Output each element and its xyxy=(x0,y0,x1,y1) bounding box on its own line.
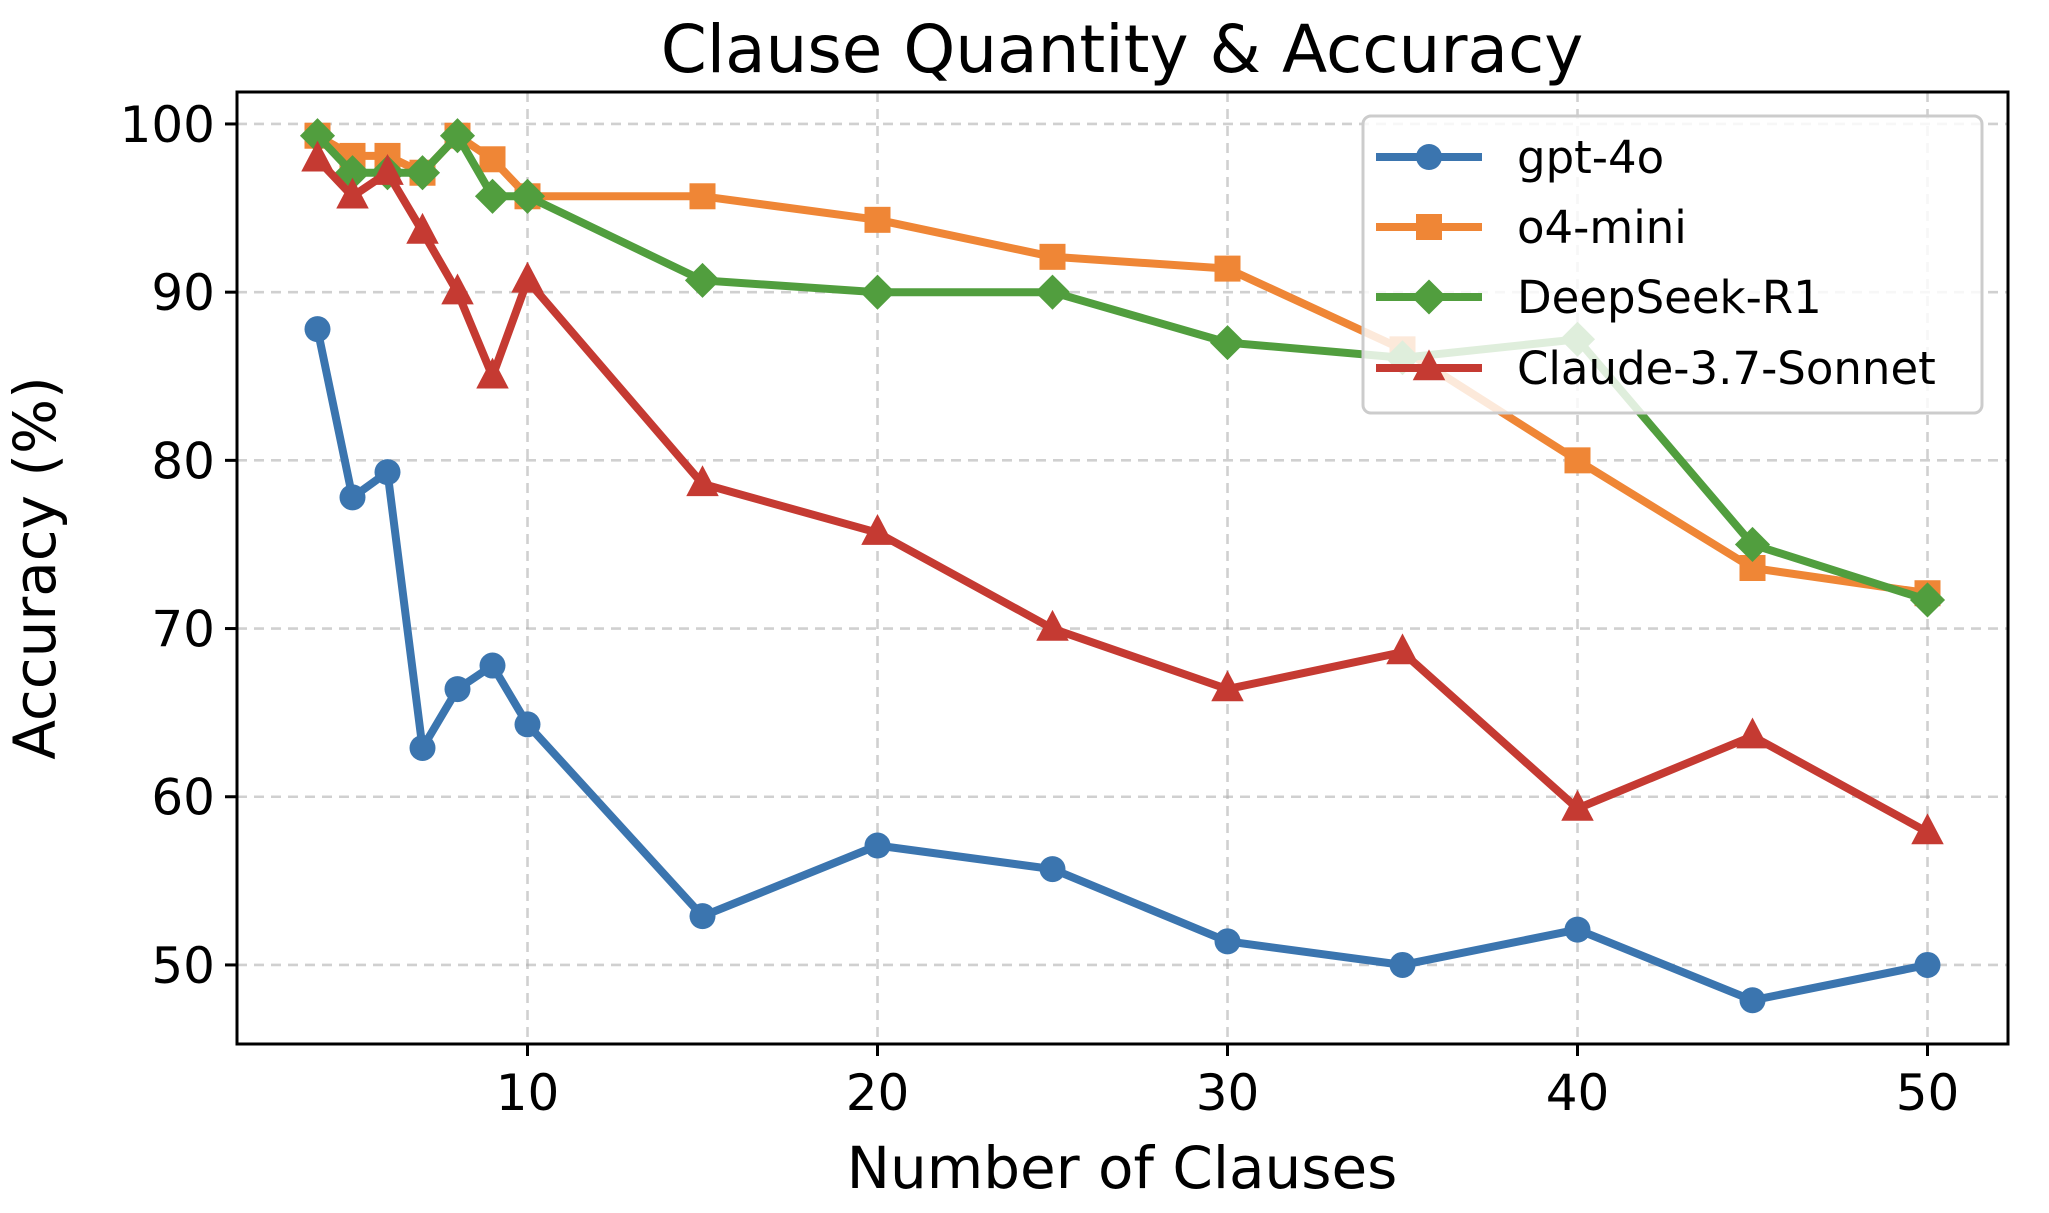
x-tick-label: 40 xyxy=(1546,1064,1610,1122)
y-tick-label: 50 xyxy=(151,937,215,995)
square-marker xyxy=(1039,243,1066,270)
diamond-marker xyxy=(1034,274,1071,310)
circle-marker xyxy=(1914,951,1941,978)
triangle-up-marker xyxy=(511,261,544,293)
series-claude-3-7-sonnet xyxy=(301,140,1944,845)
triangle-up-marker xyxy=(441,273,474,305)
x-tick-label: 10 xyxy=(496,1064,560,1122)
circle-marker xyxy=(479,652,506,679)
square-marker xyxy=(864,206,891,233)
y-tick-label: 60 xyxy=(151,769,215,827)
square-marker xyxy=(1214,255,1241,282)
circle-marker xyxy=(304,316,331,343)
triangle-up-legend-icon xyxy=(1412,349,1446,381)
legend-label: o4-mini xyxy=(1517,201,1687,254)
circle-marker xyxy=(864,832,891,859)
circle-marker xyxy=(689,903,716,930)
y-axis-label: Accuracy (%) xyxy=(1,376,69,760)
diamond-marker xyxy=(1909,582,1946,618)
diamond-marker xyxy=(404,155,441,191)
triangle-up-marker xyxy=(1386,633,1419,665)
triangle-up-marker xyxy=(1036,609,1069,641)
triangle-up-marker xyxy=(1211,670,1244,702)
diamond-marker xyxy=(474,178,511,214)
circle-marker xyxy=(1214,928,1241,955)
y-tick-label: 80 xyxy=(151,432,215,490)
diamond-marker xyxy=(299,118,336,154)
circle-marker xyxy=(444,676,471,703)
legend-label: DeepSeek-R1 xyxy=(1517,271,1822,324)
diamond-marker xyxy=(859,274,896,310)
triangle-up-marker xyxy=(371,154,404,185)
triangle-up-marker xyxy=(1561,789,1594,821)
triangle-up-marker xyxy=(686,465,719,497)
triangle-up-marker xyxy=(406,212,439,244)
gridlines xyxy=(237,92,2008,1044)
legend: gpt-4o o4-mini DeepSeek-R1 Claude-3.7-Sonne… xyxy=(1361,114,1984,415)
legend-box xyxy=(1361,114,1984,415)
x-tick-label: 20 xyxy=(846,1064,910,1122)
legend-item: Claude-3.7-Sonnet xyxy=(1376,342,1936,395)
diamond-marker xyxy=(439,118,476,154)
triangle-up-marker xyxy=(1736,717,1769,749)
circle-marker xyxy=(1739,987,1766,1014)
legend-item: o4-mini xyxy=(1376,201,1687,254)
circle-marker xyxy=(374,459,401,486)
triangle-up-marker xyxy=(301,140,334,172)
circle-marker xyxy=(1389,951,1416,978)
diamond-legend-icon xyxy=(1411,279,1447,315)
diamond-marker xyxy=(1209,325,1246,361)
circle-marker xyxy=(1564,916,1591,943)
square-legend-icon xyxy=(1416,214,1442,240)
legend-item: DeepSeek-R1 xyxy=(1376,271,1822,324)
diamond-marker xyxy=(684,262,721,298)
axes-frame xyxy=(235,90,2010,1046)
legend-label: gpt-4o xyxy=(1517,131,1664,184)
diamond-marker xyxy=(1734,526,1771,563)
triangle-up-marker xyxy=(336,177,369,209)
triangle-up-marker xyxy=(861,513,894,545)
diamond-marker xyxy=(509,178,546,214)
y-tick-label: 70 xyxy=(151,601,215,659)
chart-title: Clause Quantity & Accuracy xyxy=(661,11,1584,88)
x-axis-label: Number of Clauses xyxy=(847,1134,1398,1202)
x-tick-label: 50 xyxy=(1896,1064,1960,1122)
series-lines xyxy=(299,118,1946,1014)
triangle-up-marker xyxy=(476,357,509,389)
y-tick-label: 100 xyxy=(120,96,215,154)
legend-item: gpt-4o xyxy=(1376,131,1664,184)
legend-label: Claude-3.7-Sonnet xyxy=(1517,342,1936,395)
circle-legend-icon xyxy=(1416,144,1442,170)
square-marker xyxy=(479,146,506,173)
axis-ticks: 10 20 30 40 50 50 60 70 80 90 100 xyxy=(120,96,1960,1122)
square-marker xyxy=(689,183,716,210)
series-gpt-4o xyxy=(304,316,1941,1014)
circle-marker xyxy=(409,734,436,761)
circle-marker xyxy=(1039,856,1066,883)
x-tick-label: 30 xyxy=(1196,1064,1260,1122)
circle-marker xyxy=(339,484,366,511)
y-tick-label: 90 xyxy=(151,264,215,322)
square-marker xyxy=(1564,447,1591,474)
triangle-up-marker xyxy=(1911,813,1944,845)
circle-marker xyxy=(514,711,541,738)
